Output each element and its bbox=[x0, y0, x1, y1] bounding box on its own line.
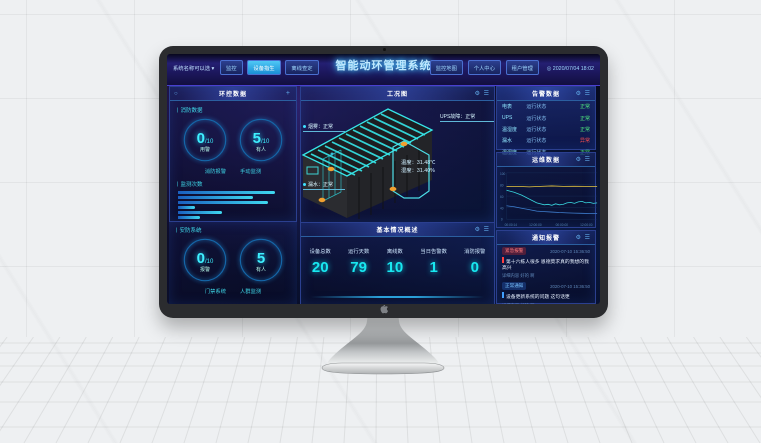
svg-text:60: 60 bbox=[500, 195, 504, 199]
svg-text:12:00:00: 12:00:00 bbox=[580, 223, 593, 227]
svg-text:12:00:00: 12:00:00 bbox=[529, 223, 542, 227]
svg-text:40: 40 bbox=[500, 207, 504, 211]
svg-text:0: 0 bbox=[501, 217, 503, 221]
svg-text:00:00:14: 00:00:14 bbox=[505, 223, 518, 227]
svg-text:80: 80 bbox=[500, 183, 504, 187]
svg-text:100: 100 bbox=[500, 172, 506, 176]
svg-text:00:00:00: 00:00:00 bbox=[556, 223, 569, 227]
